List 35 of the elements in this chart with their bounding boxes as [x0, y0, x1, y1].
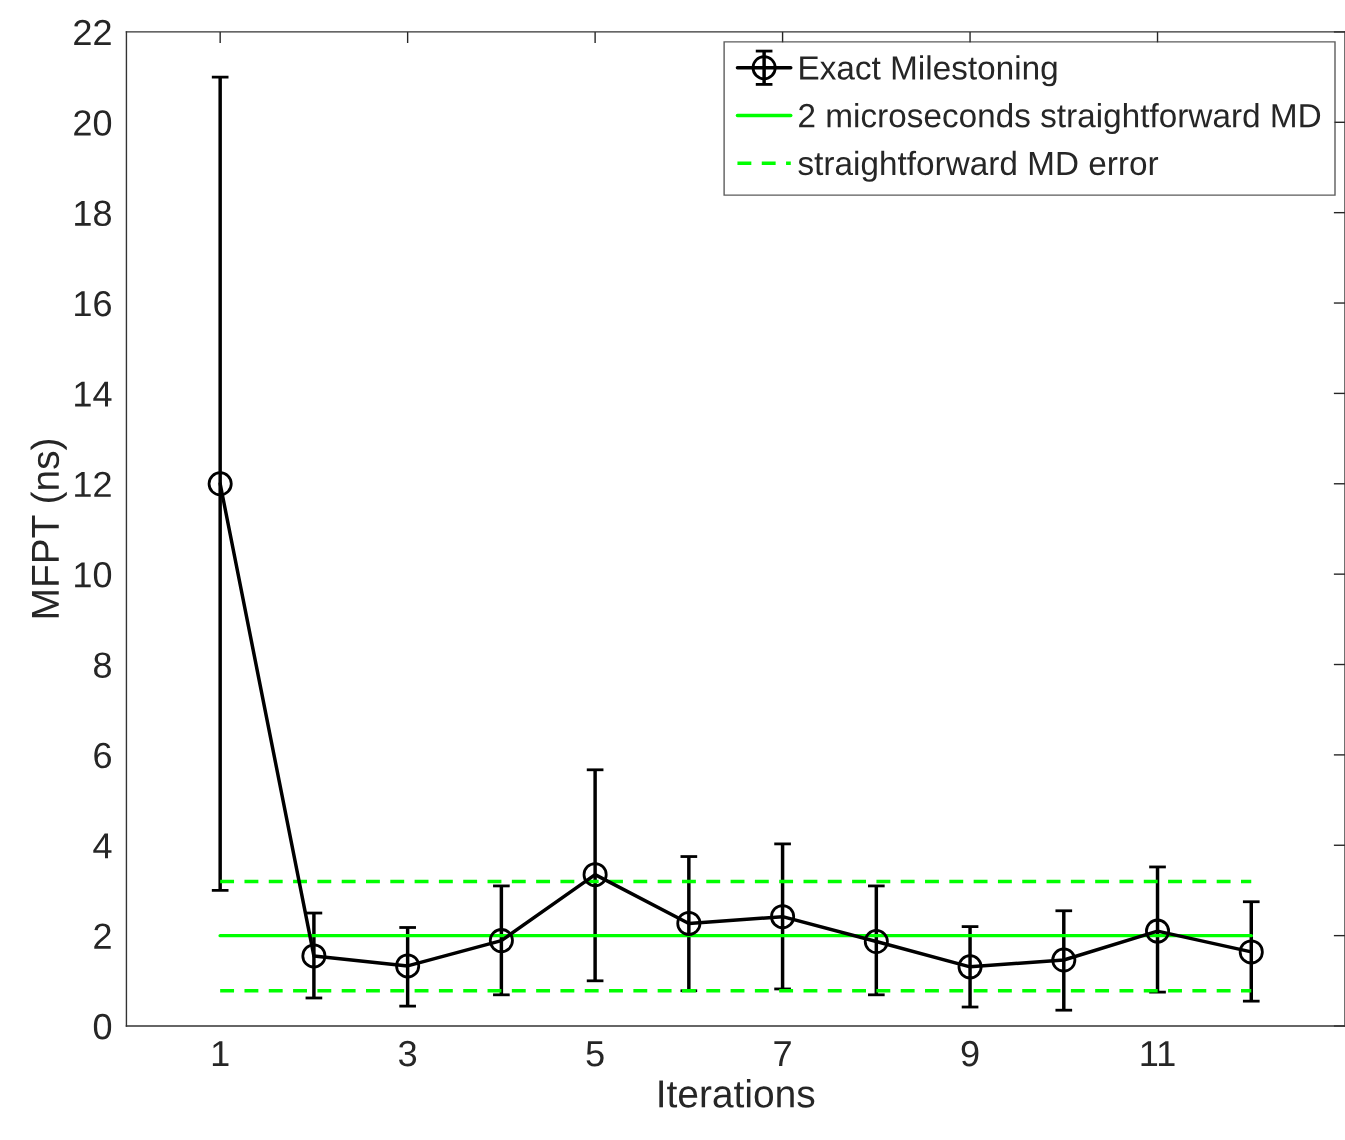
y-tick-label: 18	[75, 200, 111, 227]
point	[770, 904, 796, 930]
point	[676, 910, 702, 936]
legend-label: straightforward MD error	[798, 150, 1159, 182]
point	[957, 954, 983, 980]
y-axis-title: MFPT (ns)	[30, 439, 67, 618]
point	[1238, 939, 1264, 965]
x-axis-title: Iterations	[659, 1079, 815, 1108]
y-tick-label: 6	[94, 742, 111, 769]
y-tick-label: 22	[74, 19, 111, 45]
x-tick-label: 3	[398, 1040, 417, 1067]
x-tick-label: 11	[1141, 1041, 1175, 1067]
x-tick-label: 5	[586, 1041, 604, 1067]
y-tick-label: 2	[94, 923, 111, 949]
point	[207, 471, 233, 497]
point	[301, 943, 327, 969]
y-tick-label: 8	[94, 652, 111, 678]
y-tick-label: 12	[75, 471, 111, 497]
y-tick-label: 0	[93, 1013, 112, 1040]
y-tick-label: 4	[93, 833, 112, 859]
x-tick-label: 9	[961, 1040, 979, 1067]
legend-label: 2 microseconds straightforward MD	[799, 102, 1321, 135]
y-tick-label: 14	[75, 381, 112, 407]
point	[1145, 918, 1171, 944]
point	[395, 953, 421, 979]
legend-label: Exact Milestoning	[800, 55, 1057, 87]
x-tick-label: 1	[212, 1041, 229, 1067]
point	[582, 862, 608, 888]
y-tick-label: 10	[75, 562, 112, 588]
y-tick-label: 20	[74, 110, 112, 136]
y-tick-label: 16	[75, 290, 111, 317]
point	[488, 928, 514, 954]
point	[863, 929, 889, 954]
point	[1051, 947, 1077, 973]
x-tick-label: 7	[774, 1041, 791, 1067]
